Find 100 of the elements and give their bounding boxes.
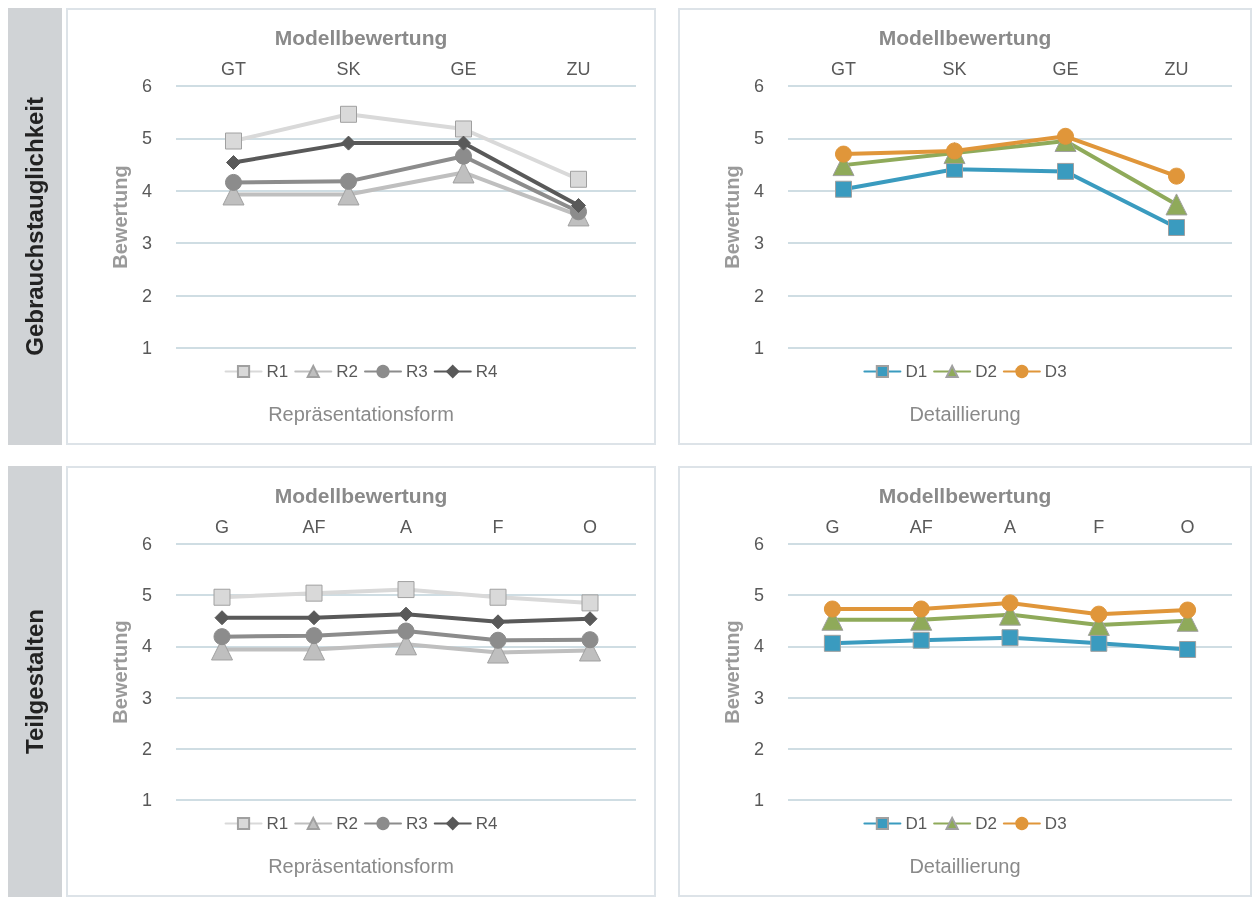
point [1179,640,1197,658]
point [1168,218,1185,236]
y-tick-label: 2 [753,285,764,306]
x-tick-label: AF [302,517,326,537]
legend-label: D3 [1044,814,1067,833]
y-tick-label: 1 [141,790,152,810]
y-tick-label: 1 [753,790,764,810]
point [340,105,357,123]
legend-label: R4 [475,362,498,381]
point [1168,167,1185,185]
y-tick-label: 1 [753,338,764,358]
legend-label: D1 [905,362,928,381]
point [398,606,414,622]
point [582,611,598,627]
legend-label: D3 [1044,362,1067,381]
x-tick-label: ZU [1164,59,1189,79]
x-tick-label: F [492,517,504,537]
point [456,135,471,151]
x-tick-label: ZU [566,59,591,79]
x-tick-label: GE [1052,59,1079,79]
point [489,631,507,649]
point [835,180,852,198]
point [912,631,930,649]
y-tick-label: 5 [753,585,764,606]
x-tick-label: A [399,517,413,537]
y-tick-label: 2 [141,285,152,306]
point [1179,601,1197,619]
point [213,628,231,646]
x-axis-title: Detaillierung [909,403,1021,425]
y-tick-label: 6 [141,76,152,96]
point [455,120,472,138]
point [823,600,841,618]
point [1001,594,1019,612]
y-axis-title: Bewertung [721,165,743,269]
y-tick-label: 5 [753,128,764,149]
chart-title: Modellbewertung [878,26,1052,49]
point [1165,193,1188,216]
point [570,170,587,188]
point [225,132,242,150]
y-tick-label: 3 [141,687,152,708]
y-tick-label: 6 [753,534,764,554]
x-tick-label: GT [831,59,856,79]
legend-label: D2 [975,814,997,833]
chart-title: Modellbewertung [274,26,448,49]
chart-title: Modellbewertung [274,484,448,507]
point [397,622,415,640]
x-tick-label: G [825,517,840,537]
point [226,155,241,170]
x-tick-label: AF [909,517,933,537]
point [489,588,507,606]
legend-label: R3 [406,362,428,381]
x-tick-label: O [1180,517,1195,537]
x-tick-label: O [582,517,598,537]
y-tick-label: 1 [141,338,152,358]
text: Gebrauchstauglichkeit [21,97,49,356]
point [214,610,230,626]
legend-label: R3 [406,814,428,833]
x-tick-label: SK [942,59,967,79]
x-tick-label: F [1093,517,1105,537]
point [835,145,852,163]
y-tick-label: 4 [141,180,152,201]
x-tick-label: GT [221,59,246,79]
y-tick-label: 3 [753,687,764,708]
point [1057,127,1074,145]
point [581,631,599,649]
point [305,584,323,602]
y-tick-label: 4 [141,636,152,657]
y-axis-title: Bewertung [109,620,131,724]
point [455,147,472,165]
point [1001,629,1019,647]
y-axis-title: Bewertung [109,165,131,269]
y-tick-label: 4 [753,180,764,201]
point [490,614,506,630]
x-tick-label: GE [450,59,477,79]
x-tick-label: A [1003,517,1017,537]
point [1090,634,1108,652]
point [571,197,586,213]
point [225,173,242,191]
y-tick-label: 3 [753,233,764,254]
y-tick-label: 6 [141,534,152,554]
x-axis-title: Detaillierung [909,855,1021,877]
point [341,135,356,151]
x-axis-title: Repräsentationsform [268,403,454,425]
y-tick-label: 5 [141,585,152,606]
y-axis-title: Bewertung [721,620,743,724]
point [1090,605,1108,623]
point [306,610,322,626]
chart-title: Modellbewertung [878,484,1052,507]
y-tick-label: 4 [753,636,764,657]
point [1057,162,1074,180]
legend-label: D1 [905,814,928,833]
point [397,581,415,599]
x-tick-label: G [214,517,230,537]
legend-label: R4 [475,814,498,833]
legend-label: R2 [336,814,358,833]
text: Teilgestalten [21,609,49,754]
point [912,600,930,618]
y-tick-label: 3 [141,233,152,254]
x-axis-title: Repräsentationsform [268,855,454,877]
point [340,172,357,190]
